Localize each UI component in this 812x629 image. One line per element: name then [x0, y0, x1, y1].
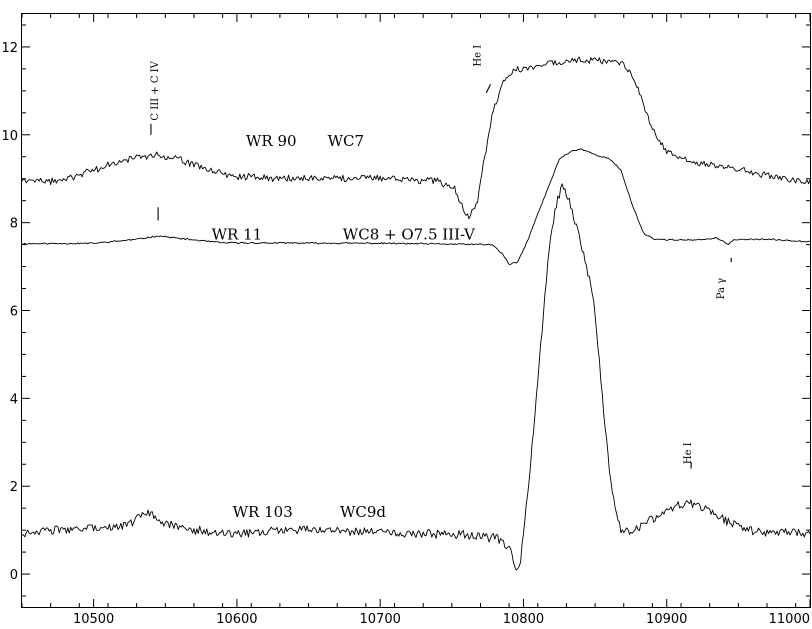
y-tick-label: 0	[10, 568, 18, 583]
series-label: WC8 + O7.5 III-V	[343, 225, 476, 243]
spectrum-series-1	[21, 56, 811, 220]
x-tick-label: 10700	[360, 612, 401, 627]
x-tick-label: 10600	[216, 612, 257, 627]
series-label: WC7	[328, 132, 364, 150]
axis-tick-labels: 10500 10600 10700 10800 10900 11000 0 2 4 6 8 10 12	[1, 41, 810, 627]
line-id-label: He I	[683, 442, 694, 464]
line-id-label: C III + C IV	[150, 60, 161, 120]
line-id-label: He I	[472, 45, 483, 67]
y-tick-label: 6	[10, 305, 18, 320]
x-tick-label: 10500	[73, 612, 114, 627]
x-tick-label: 10900	[646, 612, 687, 627]
line-id-mark	[485, 84, 491, 94]
x-tick-label: 11000	[769, 612, 810, 627]
y-tick-label: 8	[10, 217, 18, 232]
y-tick-label: 2	[10, 480, 18, 495]
spectrum-series-2	[21, 148, 811, 265]
series-label: WR 11	[212, 225, 263, 243]
plot-area	[21, 56, 811, 571]
spectrum-series-3	[21, 183, 811, 571]
series-label: WR 90	[246, 132, 297, 150]
series-label: WC9d	[340, 503, 386, 521]
axis-ticks	[21, 14, 811, 607]
y-tick-label: 10	[1, 129, 18, 144]
y-tick-label: 4	[10, 392, 18, 407]
series-label: WR 103	[233, 503, 293, 521]
plot-frame	[21, 13, 811, 608]
line-id-label: Pa γ	[716, 278, 727, 299]
line-annotations: C III + C IV He I Pa γ He I	[150, 45, 732, 469]
y-tick-label: 12	[1, 41, 18, 56]
series-labels: WR 90 WC7 WR 11 WC8 + O7.5 III-V WR 103 WC9d	[212, 132, 476, 521]
x-tick-label: 10800	[503, 612, 544, 627]
